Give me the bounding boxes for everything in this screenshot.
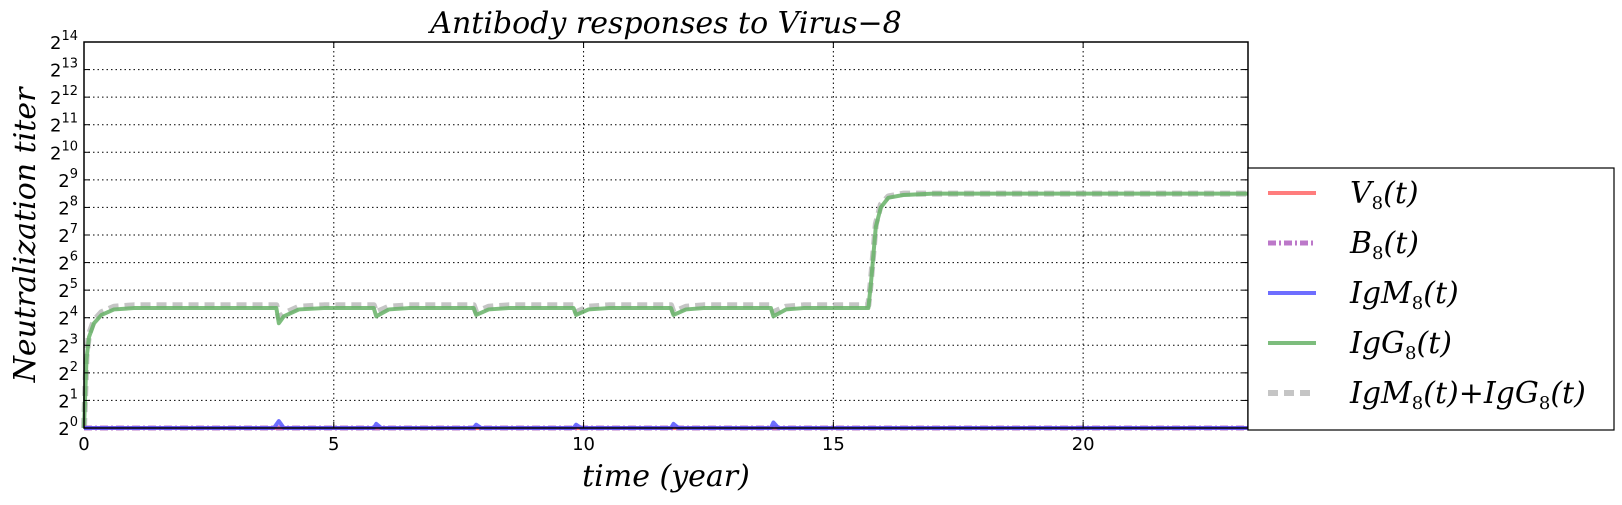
x-tick-label: 20 xyxy=(1072,434,1095,455)
x-axis-label: time (year) xyxy=(582,459,750,494)
y-tick-label: 22 xyxy=(58,360,78,385)
legend-label-2: IgM8(t) xyxy=(1349,276,1459,314)
y-tick-label: 26 xyxy=(58,250,78,275)
x-tick-label: 15 xyxy=(822,434,845,455)
series-line-3 xyxy=(82,191,1248,429)
y-tick-label: 23 xyxy=(58,332,78,357)
legend-label-1: B8(t) xyxy=(1349,226,1419,264)
legend-label-4: IgM8(t)+IgG8(t) xyxy=(1349,376,1586,414)
series-line-2 xyxy=(84,419,1248,430)
legend-label-3: IgG8(t) xyxy=(1349,326,1452,364)
y-tick-label: 27 xyxy=(58,222,78,247)
y-axis-label: Neutralization titer xyxy=(8,86,43,384)
y-tick-label: 21 xyxy=(58,387,78,412)
y-tick-label: 28 xyxy=(58,194,78,219)
x-axis: 0 5 10 15 20 xyxy=(78,42,1095,455)
y-tick-label: 212 xyxy=(50,84,78,109)
y-tick-label: 24 xyxy=(58,305,78,330)
y-tick-label: 214 xyxy=(50,29,78,54)
legend: V8(t) B8(t) IgM8(t) IgG8(t) IgM8(t)+IgG8(t) xyxy=(1247,167,1615,431)
y-tick-label: 25 xyxy=(58,277,78,302)
x-tick-label: 0 xyxy=(78,434,89,455)
x-tick-label: 10 xyxy=(572,434,595,455)
series-group xyxy=(81,190,1248,431)
y-tick-label: 210 xyxy=(50,139,78,164)
y-tick-label: 20 xyxy=(58,415,78,440)
series-line-4 xyxy=(81,190,1248,429)
legend-label-0: V8(t) xyxy=(1350,176,1419,214)
x-tick-label: 5 xyxy=(328,434,339,455)
chart-title: Antibody responses to Virus−8 xyxy=(427,6,901,41)
y-tick-label: 213 xyxy=(50,57,78,82)
y-tick-label: 211 xyxy=(50,112,78,137)
y-tick-label: 29 xyxy=(58,167,78,192)
grid xyxy=(84,42,1248,428)
legend-frame xyxy=(1247,167,1615,431)
